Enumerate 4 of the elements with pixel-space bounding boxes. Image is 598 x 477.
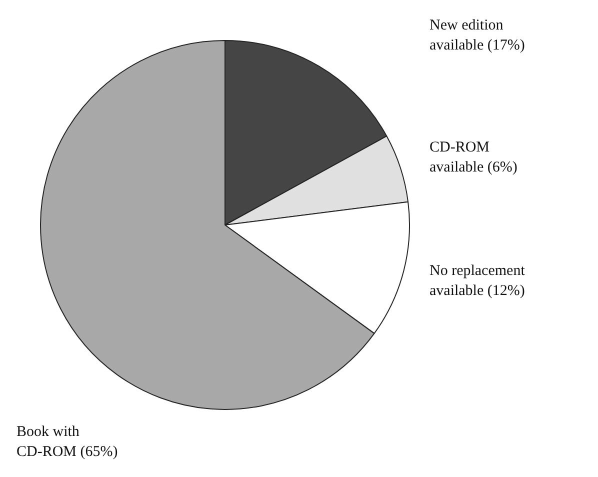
slice-label: No replacement available (12%) [430, 262, 526, 299]
slice-label: Book with CD-ROM (65%) [16, 424, 118, 460]
slice-label: New edition available (17%) [430, 17, 525, 54]
slice-label: CD-ROM available (6%) [430, 140, 518, 176]
